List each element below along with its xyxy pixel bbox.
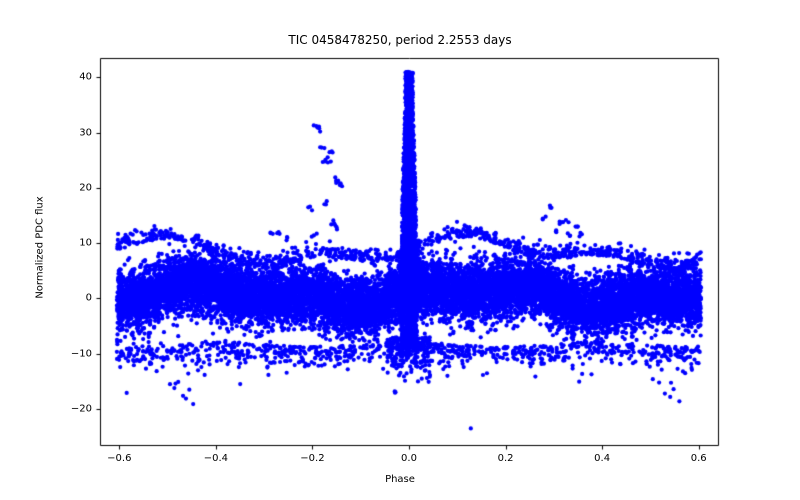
- x-tick-label-3: 0.0: [401, 453, 417, 464]
- y-tick-label-0: −20: [70, 403, 92, 415]
- x-tick-label-6: 0.6: [690, 453, 707, 464]
- y-tick-label-4: 20: [79, 182, 92, 194]
- x-tick-label-5: 0.4: [594, 453, 611, 464]
- y-tick-label-5: 30: [79, 127, 92, 139]
- y-tick-label-1: −10: [70, 348, 92, 360]
- x-tick-label-2: −0.2: [300, 453, 325, 464]
- x-axis-label: Phase: [385, 474, 415, 485]
- x-tick-label-0: −0.6: [107, 453, 132, 464]
- page-title: TIC 0458478250, period 2.2553 days: [288, 33, 512, 47]
- x-tick-label-1: −0.4: [203, 453, 229, 464]
- y-tick-label-6: 40: [79, 71, 92, 83]
- x-tick-label-4: 0.2: [497, 453, 514, 464]
- y-tick-label-3: 10: [79, 237, 92, 249]
- y-tick-label-2: 0: [85, 292, 92, 304]
